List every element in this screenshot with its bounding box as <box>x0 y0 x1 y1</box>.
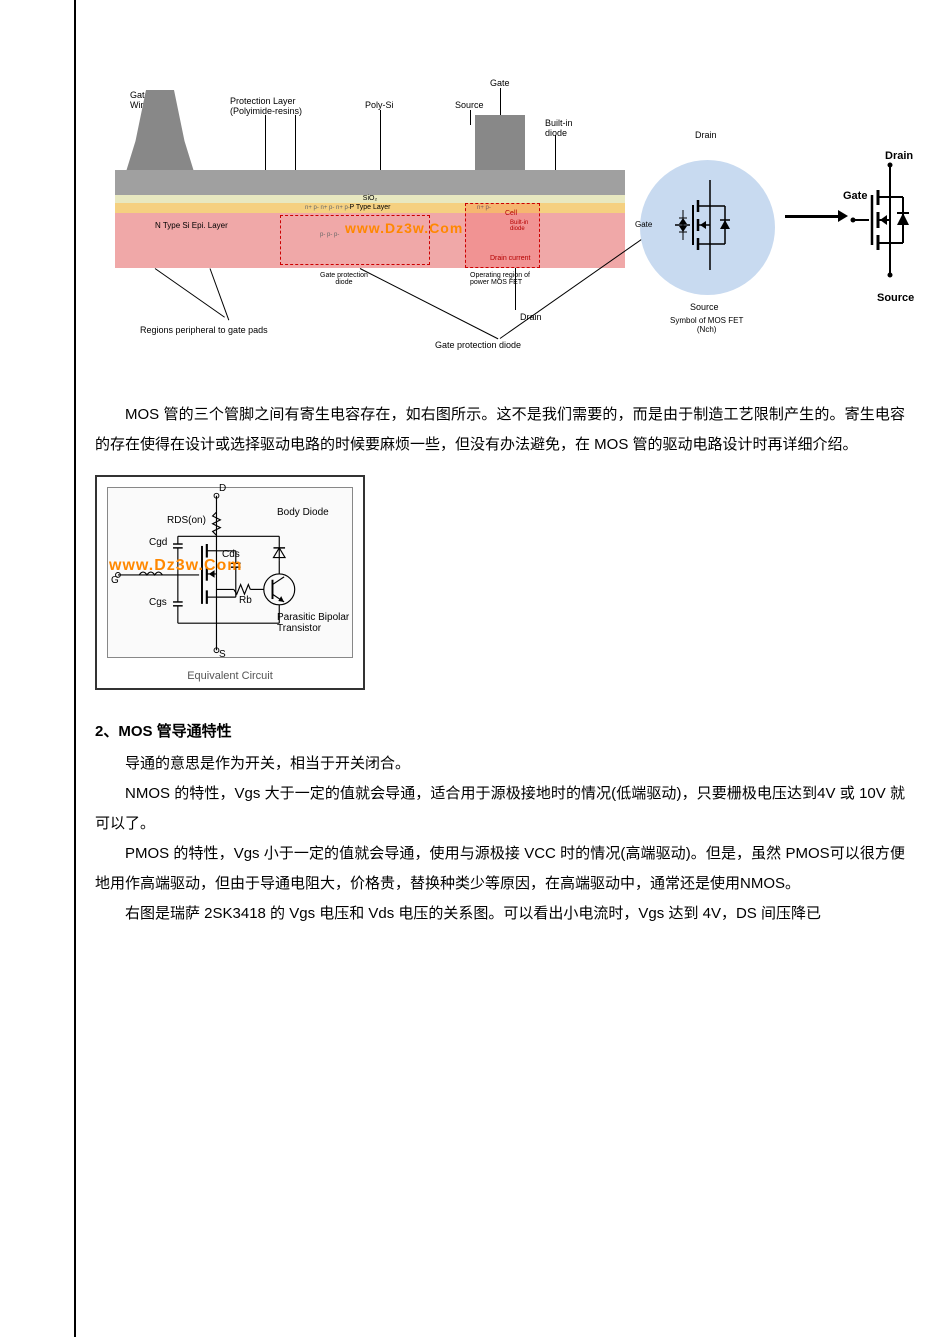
section-2-p2: NMOS 的特性，Vgs 大于一定的值就会导通，适合用于源极接地时的情况(低端驱… <box>95 779 905 839</box>
terminal-d-label: D <box>219 483 226 494</box>
parasitic-bjt-label: Parasitic Bipolar Transistor <box>277 612 349 634</box>
symbol-caption-label: Symbol of MOS FET (Nch) <box>670 316 743 334</box>
cross-section-diagram: Gate Wire Protection Layer (Polyimide-re… <box>95 60 905 360</box>
source-final-label: Source <box>877 292 914 304</box>
leader-line <box>470 110 471 125</box>
mosfet-symbol-final <box>850 155 910 285</box>
gate-final-label: Gate <box>843 190 867 202</box>
leader-line <box>295 115 296 173</box>
rds-label: RDS(on) <box>167 515 206 526</box>
protection-layer-label: Protection Layer (Polyimide-resins) <box>230 96 302 116</box>
section-2-p4: 右图是瑞萨 2SK3418 的 Vgs 电压和 Vds 电压的关系图。可以看出小… <box>95 899 905 929</box>
arrow-icon <box>785 215 840 218</box>
terminal-s-label: S <box>219 649 226 660</box>
leader-line <box>155 268 225 318</box>
page-left-border <box>74 0 76 1337</box>
leader-line <box>515 268 516 310</box>
body-diode-label: Body Diode <box>277 507 329 518</box>
source-circle-label: Source <box>690 302 719 312</box>
operating-region <box>465 203 540 268</box>
section-2-header: 2、MOS 管导通特性 <box>95 720 905 741</box>
cgd-label: Cgd <box>149 537 167 548</box>
gate-protection-diode-bottom-label: Gate protection diode <box>435 340 521 350</box>
page-content: Gate Wire Protection Layer (Polyimide-re… <box>0 0 945 969</box>
builtin-diode-label: Built-in diode <box>545 118 573 138</box>
regions-peripheral-label: Regions peripheral to gate pads <box>140 325 268 335</box>
drain-final-label: Drain <box>885 150 913 162</box>
gate-label: Gate <box>490 78 510 88</box>
leader-line <box>265 115 266 173</box>
terminal-g-label: G <box>111 575 119 586</box>
metal-layer <box>115 170 625 195</box>
section-2-p3: PMOS 的特性，Vgs 小于一定的值就会导通，使用与源极接 VCC 时的情况(… <box>95 839 905 899</box>
section-2-p1: 导通的意思是作为开关，相当于开关闭合。 <box>95 749 905 779</box>
watermark-text: www.Dz3w.Com <box>345 220 463 236</box>
np-dots-label: n+ p- n+ p- n+ p- <box>305 205 350 211</box>
cgs-label: Cgs <box>149 597 167 608</box>
paragraph-parasitic-capacitance: MOS 管的三个管脚之间有寄生电容存在，如右图所示。这不是我们需要的，而是由于制… <box>95 400 905 460</box>
source-label: Source <box>455 100 484 110</box>
ptype-layer: P Type Layer <box>115 203 625 213</box>
gate-circle-label: Gate <box>635 220 652 229</box>
source-contact-shape <box>475 115 525 173</box>
drain-top-label: Drain <box>695 130 717 140</box>
mosfet-symbol-in-circle <box>675 180 745 270</box>
watermark-text: www.Dz3w.Com <box>109 557 243 575</box>
gate-protection-diode-label: Gate protection diode <box>320 272 368 286</box>
equivalent-circuit-caption: Equivalent Circuit <box>97 670 363 682</box>
leader-line <box>500 88 501 118</box>
sio2-layer: SiO₂ <box>115 195 625 203</box>
equivalent-circuit-figure: www.Dz3w.Com D S G RDS(on) Body Diode Cg… <box>95 475 365 690</box>
rb-label: Rb <box>239 595 252 606</box>
operating-region-label: Operating region of power MOS FET <box>470 272 530 286</box>
mosfet-cross-section-figure: Gate Wire Protection Layer (Polyimide-re… <box>95 60 905 360</box>
leader-line <box>380 110 381 173</box>
poly-si-label: Poly-Si <box>365 100 394 110</box>
